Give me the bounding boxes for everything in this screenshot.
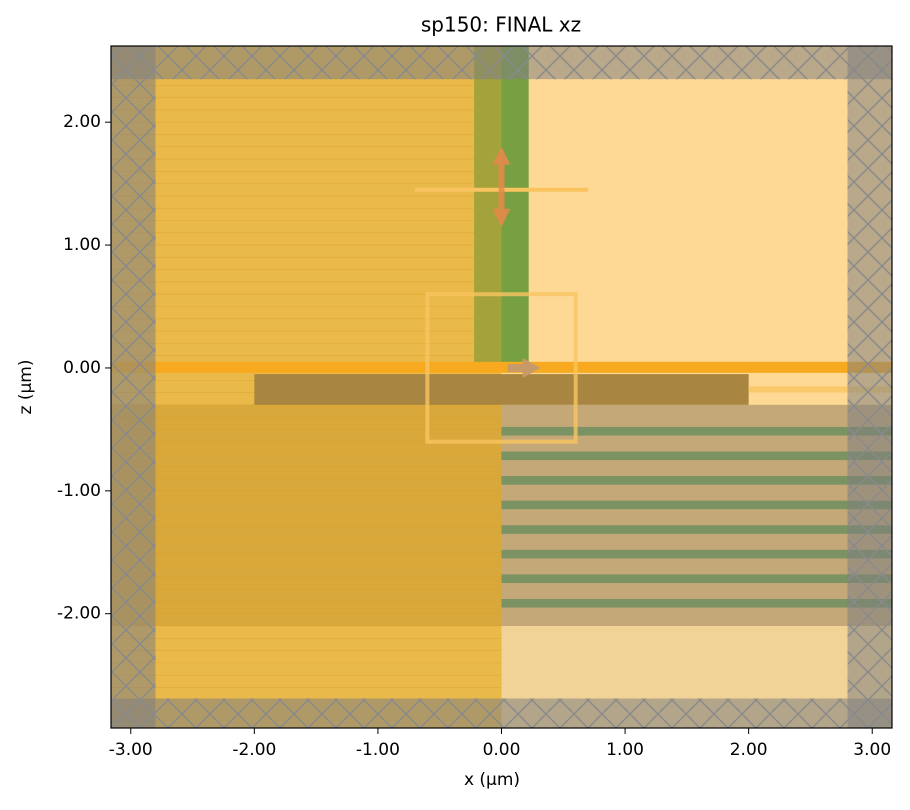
y-axis-label: z (µm) [16,360,36,415]
pml-hatch [111,46,156,728]
y-tick-label: -1.00 [57,481,101,501]
y-tick-label: 2.00 [63,112,101,132]
x-tick-label: 2.00 [730,740,768,760]
monitor-box [425,292,578,444]
grating-stripe [501,598,892,608]
x-tick-label: 0.00 [483,740,521,760]
x-tick-label: 1.00 [606,740,644,760]
direction-arrow [507,357,541,378]
grating-stripe [501,451,892,461]
y-tick-label: 0.00 [63,358,101,378]
pml-hatch [111,46,892,80]
substrate [501,404,892,627]
y-tick-label: 1.00 [63,235,101,255]
monitor-line [748,386,892,393]
waveguide-left [474,46,502,368]
x-tick-label: -3.00 [109,740,153,760]
slab [111,361,892,373]
grating-stripe [501,500,892,510]
x-axis-label: x (µm) [464,770,520,790]
grating-stripe [501,426,892,436]
y-tick-label: -2.00 [57,604,101,624]
pml-hatch [111,698,892,728]
polarization-arrow [492,146,511,227]
x-tick-label: -1.00 [356,740,400,760]
grating-stripe [501,525,892,534]
grating-stripe [501,574,892,583]
grating-stripe [501,549,892,559]
dark-band [254,374,749,405]
chart-title: sp150: FINAL xz [421,13,581,37]
x-tick-label: -2.00 [232,740,276,760]
x-tick-label: 3.00 [853,740,891,760]
plot-area [111,46,892,728]
grating-stripe [501,476,892,485]
pml-hatch [847,46,892,728]
